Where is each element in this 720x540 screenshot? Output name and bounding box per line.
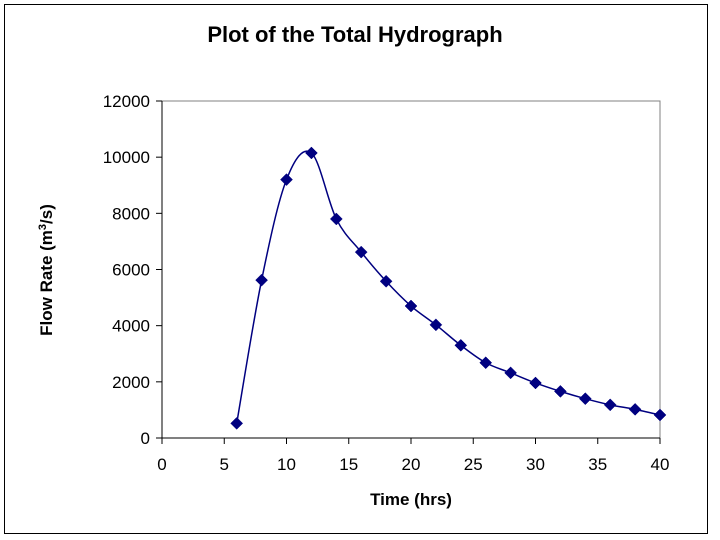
data-point [329, 212, 343, 226]
data-point [529, 376, 542, 390]
x-tick-label: 35 [588, 455, 607, 474]
data-point [628, 403, 642, 416]
y-tick-label: 12000 [103, 92, 150, 111]
plot-area [161, 100, 661, 439]
x-axis-label: Time (hrs) [370, 490, 452, 509]
x-tick-label: 25 [464, 455, 483, 474]
data-point [280, 173, 293, 186]
y-axis-label: Flow Rate (m3/s) [37, 204, 56, 336]
data-point [305, 146, 318, 160]
x-tick-label: 0 [157, 455, 166, 474]
y-tick-label: 4000 [112, 317, 150, 336]
x-tick-label: 40 [651, 455, 670, 474]
axes [161, 101, 660, 439]
data-point [603, 398, 617, 412]
series-line [235, 150, 661, 424]
data-point [653, 408, 667, 422]
data-point [404, 299, 418, 313]
chart-title: Plot of the Total Hydrograph [207, 22, 502, 47]
chart-frame [4, 4, 708, 534]
y-tick-label: 2000 [112, 373, 150, 392]
data-point [255, 273, 268, 287]
y-tick-label: 8000 [112, 204, 150, 223]
data-point [454, 338, 468, 352]
series-flow-rate [230, 146, 667, 430]
x-tick-label: 5 [220, 455, 229, 474]
x-tick-label: 30 [526, 455, 545, 474]
data-point [554, 385, 567, 398]
x-tick-label: 20 [402, 455, 421, 474]
data-point [429, 318, 443, 332]
data-point [379, 274, 393, 288]
x-tick-label: 15 [339, 455, 358, 474]
data-point [504, 366, 517, 380]
y-axis-label-sup: 3 [37, 224, 49, 230]
y-axis-label-main: Flow Rate (m [37, 230, 56, 336]
x-ticks: 0 5 10 15 20 25 30 35 40 [157, 438, 669, 474]
data-point [354, 245, 368, 259]
data-point [479, 356, 493, 370]
data-point [230, 417, 244, 430]
y-tick-label: 6000 [112, 261, 150, 280]
y-tick-label: 0 [141, 429, 150, 448]
y-tick-label: 10000 [103, 148, 150, 167]
y-ticks: 0 2000 4000 6000 8000 10000 12000 [103, 92, 162, 448]
x-tick-label: 10 [277, 455, 296, 474]
y-axis-label-end: /s) [37, 204, 56, 224]
data-point [578, 392, 592, 406]
